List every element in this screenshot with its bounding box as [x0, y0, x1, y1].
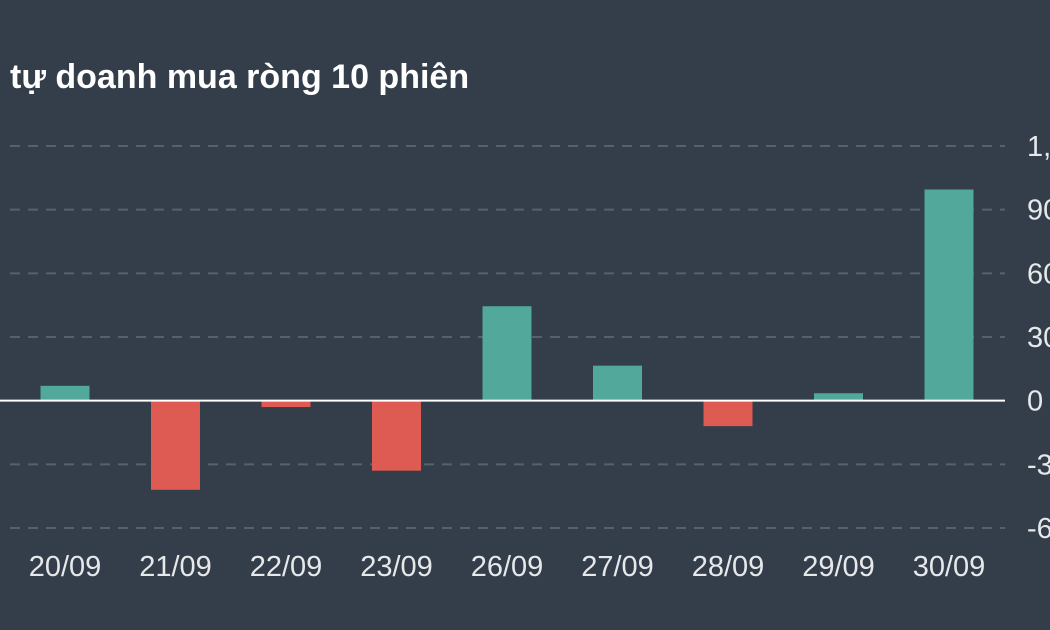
y-tick-label: -6 — [1027, 513, 1050, 545]
x-tick-label: 22/09 — [250, 551, 323, 583]
x-axis-categories: 20/09 21/09 22/09 23/09 26/09 27/09 28/09 29/09… — [29, 551, 986, 583]
bar — [593, 365, 642, 401]
bar — [703, 400, 753, 427]
y-axis-ticks: 1, 90 60 30 0 -3 -6 — [1027, 131, 1050, 545]
y-tick-label: -3 — [1027, 449, 1050, 481]
x-tick-label: 23/09 — [360, 551, 433, 583]
bars — [40, 189, 974, 490]
x-tick-label: 26/09 — [471, 551, 544, 583]
y-tick-label: 30 — [1027, 322, 1050, 354]
y-tick-label: 90 — [1027, 195, 1050, 227]
x-tick-label: 27/09 — [581, 551, 654, 583]
chart-title: tự doanh mua ròng 10 phiên — [10, 58, 470, 96]
bar — [261, 400, 311, 408]
bar — [482, 306, 532, 401]
x-tick-label: 21/09 — [139, 551, 212, 583]
bar — [924, 189, 974, 401]
x-tick-label: 29/09 — [802, 551, 875, 583]
x-tick-label: 30/09 — [913, 551, 986, 583]
y-tick-label: 0 — [1027, 386, 1043, 418]
bar — [151, 400, 200, 490]
x-tick-label: 28/09 — [692, 551, 765, 583]
bar — [372, 400, 421, 471]
bar — [814, 393, 863, 401]
bar — [40, 385, 90, 401]
y-tick-label: 1, — [1027, 131, 1050, 163]
x-tick-label: 20/09 — [29, 551, 102, 583]
y-tick-label: 60 — [1027, 258, 1050, 290]
